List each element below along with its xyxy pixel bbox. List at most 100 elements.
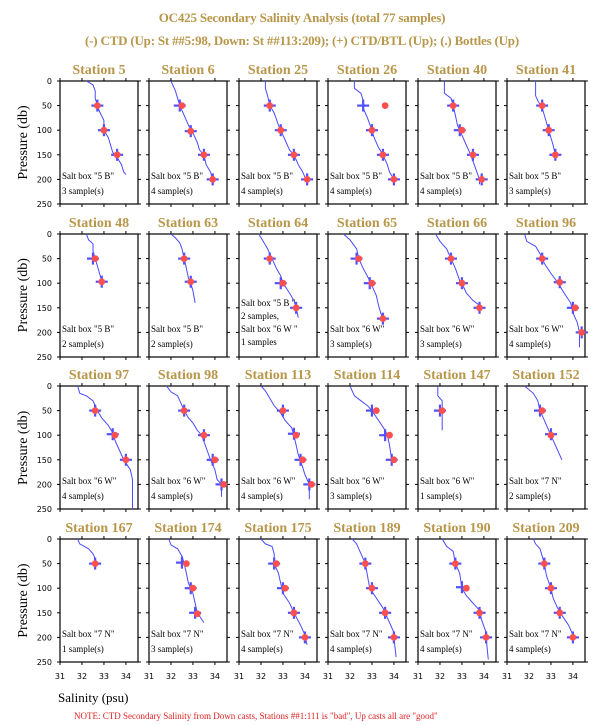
bottle-point — [281, 584, 289, 592]
bottle-point — [355, 255, 363, 262]
sample-count: 4 sample(s) — [330, 186, 372, 196]
bottle-point — [538, 102, 546, 109]
bottle-point — [482, 634, 490, 641]
x-tick-label: 33 — [188, 672, 198, 681]
salt-box-label: Salt box "5 B" — [151, 171, 203, 181]
station-title: Station 63 — [158, 216, 218, 231]
y-tick-label: 0 — [47, 230, 52, 239]
station-title: Station 114 — [334, 368, 401, 383]
bottle-point — [91, 255, 99, 262]
salt-box-label: Salt box "5 B" — [330, 171, 382, 181]
x-tick-label: 34 — [210, 672, 220, 681]
y-tick-label: 0 — [47, 382, 52, 391]
plot-frame — [59, 233, 139, 358]
sample-count: 3 sample(s) — [420, 339, 462, 349]
bottle-point — [438, 407, 446, 414]
station-title: Station 175 — [244, 521, 311, 536]
bottle-point — [301, 634, 309, 641]
y-axis-label: Pressure (db) — [16, 258, 31, 333]
plot-frame — [506, 80, 586, 205]
x-tick-label: 32 — [256, 672, 266, 681]
salt-box-label: Salt box "7 N" — [151, 629, 204, 639]
ctd-profile-line — [77, 385, 133, 509]
x-axis-label: Salinity (psu) — [58, 690, 129, 705]
y-tick-label: 150 — [37, 456, 52, 465]
x-tick-label: 31 — [413, 672, 423, 681]
station-title: Station 25 — [248, 63, 308, 78]
footnote: NOTE: CTD Secondary Salinity from Down c… — [74, 711, 438, 721]
bottle-point — [551, 151, 559, 159]
station-title: Station 189 — [333, 521, 400, 536]
chart-subtitle: (-) CTD (Up: St ##5:98, Down: St ##113:2… — [85, 33, 519, 48]
bottle-point — [91, 560, 99, 567]
x-tick-label: 31 — [144, 672, 154, 681]
y-tick-label: 200 — [37, 480, 52, 489]
sample-count: 2 sample(s) — [151, 339, 193, 349]
plot-frame — [417, 80, 497, 205]
salt-box-label: Salt box "6 W" — [420, 324, 475, 334]
plot-frame — [59, 538, 139, 663]
station-title: Station 174 — [154, 521, 221, 536]
bottle-point — [290, 151, 298, 159]
station-title: Station 26 — [337, 63, 397, 78]
sample-count: 4 sample(s) — [241, 186, 283, 196]
sample-count: 4 sample(s) — [509, 644, 551, 654]
station-title: Station 190 — [423, 521, 490, 536]
bottle-point — [379, 151, 387, 159]
bottle-point — [569, 634, 577, 641]
y-tick-label: 50 — [42, 407, 52, 416]
x-tick-label: 33 — [278, 672, 288, 681]
sample-count: 1 sample(s) — [62, 644, 104, 654]
x-tick-label: 32 — [345, 672, 355, 681]
x-tick-label: 32 — [435, 672, 445, 681]
ctd-profile-line — [260, 385, 310, 500]
y-tick-label: 250 — [37, 505, 52, 514]
bottle-point — [182, 560, 190, 567]
y-tick-label: 50 — [42, 560, 52, 569]
bottle-point — [547, 584, 555, 592]
station-title: Station 5 — [72, 63, 125, 78]
plot-frame — [148, 233, 228, 358]
salt-box-label: Salt box "6 W" — [62, 476, 117, 486]
plot-frame — [148, 538, 228, 663]
bottle-point — [290, 609, 298, 617]
salt-box-label: Salt box "6 W" — [330, 324, 385, 334]
bottle-point — [540, 560, 548, 567]
y-tick-label: 200 — [37, 175, 52, 184]
plot-frame — [59, 80, 139, 205]
sample-count: 4 sample(s) — [151, 491, 193, 501]
sample-count: 3 sample(s) — [509, 186, 551, 196]
bottle-point — [308, 481, 315, 488]
chart-title: OC425 Secondary Salinity Analysis (total… — [158, 10, 446, 25]
y-tick-label: 100 — [37, 431, 52, 440]
bottle-point — [277, 126, 285, 134]
bottle-point — [91, 407, 99, 414]
bottle-point — [458, 126, 466, 134]
sample-count: 2 sample(s) — [509, 491, 551, 501]
x-tick-label: 34 — [479, 672, 489, 681]
bottle-point — [100, 126, 108, 134]
x-tick-label: 31 — [55, 672, 65, 681]
y-tick-label: 250 — [37, 658, 52, 667]
bottle-point — [381, 609, 389, 617]
bottle-point — [372, 407, 380, 414]
bottle-point — [211, 456, 219, 464]
x-tick-label: 34 — [389, 672, 399, 681]
bottle-point — [368, 126, 376, 134]
y-tick-label: 0 — [47, 535, 52, 544]
bottle-point — [390, 176, 398, 183]
x-tick-label: 32 — [166, 672, 176, 681]
x-tick-label: 33 — [367, 672, 377, 681]
bottle-point — [361, 560, 369, 567]
x-tick-label: 31 — [323, 672, 333, 681]
sample-count: 3 sample(s) — [62, 186, 104, 196]
y-tick-label: 250 — [37, 200, 52, 209]
salt-box-label: Salt box "5 B " — [241, 298, 296, 308]
bottle-point — [447, 255, 455, 262]
y-tick-label: 200 — [37, 328, 52, 337]
ctd-profile-line — [260, 538, 308, 645]
bottle-point — [478, 176, 486, 183]
bottle-point — [556, 278, 564, 286]
y-tick-label: 250 — [37, 353, 52, 362]
x-tick-label: 33 — [457, 672, 467, 681]
